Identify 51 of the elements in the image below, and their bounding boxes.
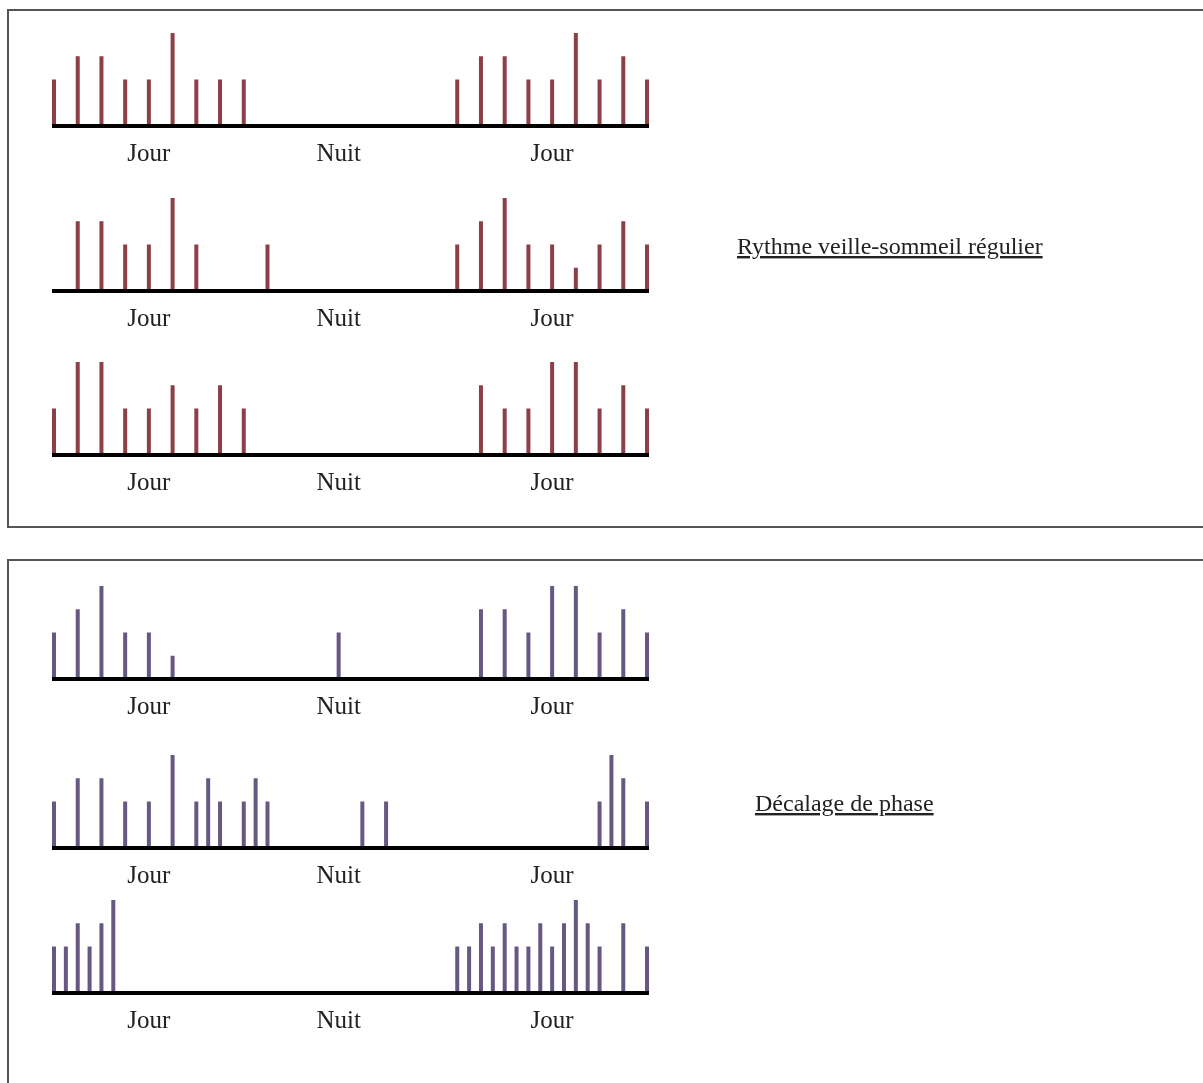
- bar: [621, 609, 626, 679]
- bar: [170, 198, 175, 291]
- bar: [170, 655, 175, 679]
- text: Rythme veille-sommeil régulier: [737, 233, 1043, 259]
- bar: [645, 244, 649, 291]
- bar: [573, 267, 578, 291]
- x-tick-label: Jour: [127, 304, 172, 331]
- x-tick-label: Jour: [127, 861, 172, 888]
- bar: [550, 586, 555, 679]
- bar: [573, 586, 578, 679]
- x-tick-label: Nuit: [316, 304, 361, 331]
- bar: [550, 244, 555, 291]
- x-tick-label: Jour: [530, 139, 575, 166]
- bar: [597, 244, 602, 291]
- x-tick-label: Nuit: [316, 468, 361, 495]
- bar: [123, 244, 128, 291]
- bar: [146, 632, 151, 679]
- bar: [99, 586, 104, 679]
- bar: [645, 632, 649, 679]
- x-tick-label: Nuit: [316, 139, 361, 166]
- x-tick-label: Jour: [530, 861, 575, 888]
- x-tick-label: Jour: [530, 692, 575, 719]
- bar: [597, 632, 602, 679]
- x-tick-label: Nuit: [316, 861, 361, 888]
- bar: [52, 632, 56, 679]
- bar: [146, 244, 151, 291]
- bar: [478, 609, 483, 679]
- bar: [455, 244, 460, 291]
- bar: [75, 221, 80, 291]
- bar: [336, 632, 341, 679]
- bar: [621, 221, 626, 291]
- bar: [194, 244, 199, 291]
- text: Décalage de phase: [755, 790, 934, 816]
- bar: [123, 632, 128, 679]
- x-tick-label: Jour: [530, 1006, 575, 1033]
- x-tick-label: Nuit: [316, 692, 361, 719]
- bar: [478, 221, 483, 291]
- x-tick-label: Jour: [530, 468, 575, 495]
- bar: [526, 632, 531, 679]
- x-tick-label: Jour: [127, 692, 172, 719]
- bar: [502, 609, 507, 679]
- bar: [265, 244, 270, 291]
- bar: [75, 609, 80, 679]
- bar: [502, 198, 507, 291]
- bar: [99, 221, 104, 291]
- bar: [526, 244, 531, 291]
- x-tick-label: Nuit: [316, 1006, 361, 1033]
- x-tick-label: Jour: [127, 1006, 172, 1033]
- x-tick-label: Jour: [530, 304, 575, 331]
- x-tick-label: Jour: [127, 468, 172, 495]
- x-tick-label: Jour: [127, 139, 172, 166]
